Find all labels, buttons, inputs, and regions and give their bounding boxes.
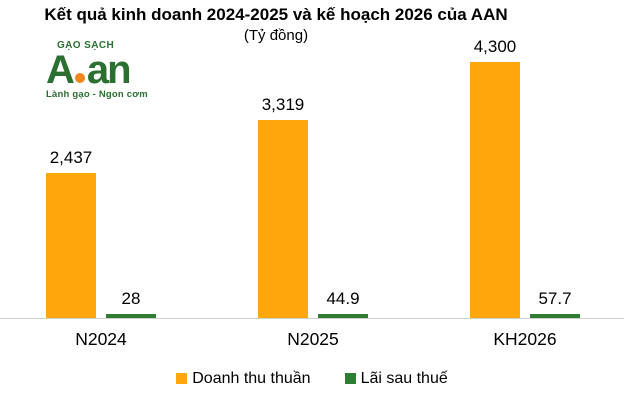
legend-swatch-icon [344,373,356,384]
bar-value-label: 4,300 [473,37,517,56]
legend-item: Lãi sau thuế [344,369,448,388]
bar-value-label: 2,437 [49,148,93,167]
legend-label: Doanh thu thuần [192,370,311,387]
profit-bar-KH2026 [530,314,580,318]
bar-value-label: 3,319 [261,95,305,114]
revenue-bar-N2024 [46,173,96,318]
x-axis-label-KH2026: KH2026 [493,329,557,349]
revenue-bar-N2025 [258,120,308,318]
legend-swatch-icon [176,373,188,384]
legend: Doanh thu thuần Lãi sau thuế [0,369,624,388]
logo-letter-a: A [46,48,75,92]
logo-dot-icon [74,73,85,83]
x-axis-line [0,318,624,319]
logo-brand-text: GẠO SẠCH [57,40,115,51]
chart-title: Kết quả kinh doanh 2024-2025 và kế hoạch… [44,5,508,24]
legend-label: Lãi sau thuế [360,370,448,387]
x-axis-label-N2025: N2025 [287,329,339,349]
legend-item: Doanh thu thuần [176,369,311,388]
x-axis-label-N2024: N2024 [75,329,127,349]
profit-bar-N2024 [106,314,156,318]
profit-bar-N2025 [318,314,368,318]
bar-value-label: 44.9 [326,289,360,308]
bar-value-label: 28 [121,289,141,308]
bar-value-label: 57.7 [538,289,572,308]
chart-subtitle: (Tỷ đồng) [243,27,309,44]
logo-letters-an: an [86,48,132,92]
revenue-bar-KH2026 [470,62,520,318]
logo-slogan: Lành gạo - Ngon cơm [46,89,148,100]
